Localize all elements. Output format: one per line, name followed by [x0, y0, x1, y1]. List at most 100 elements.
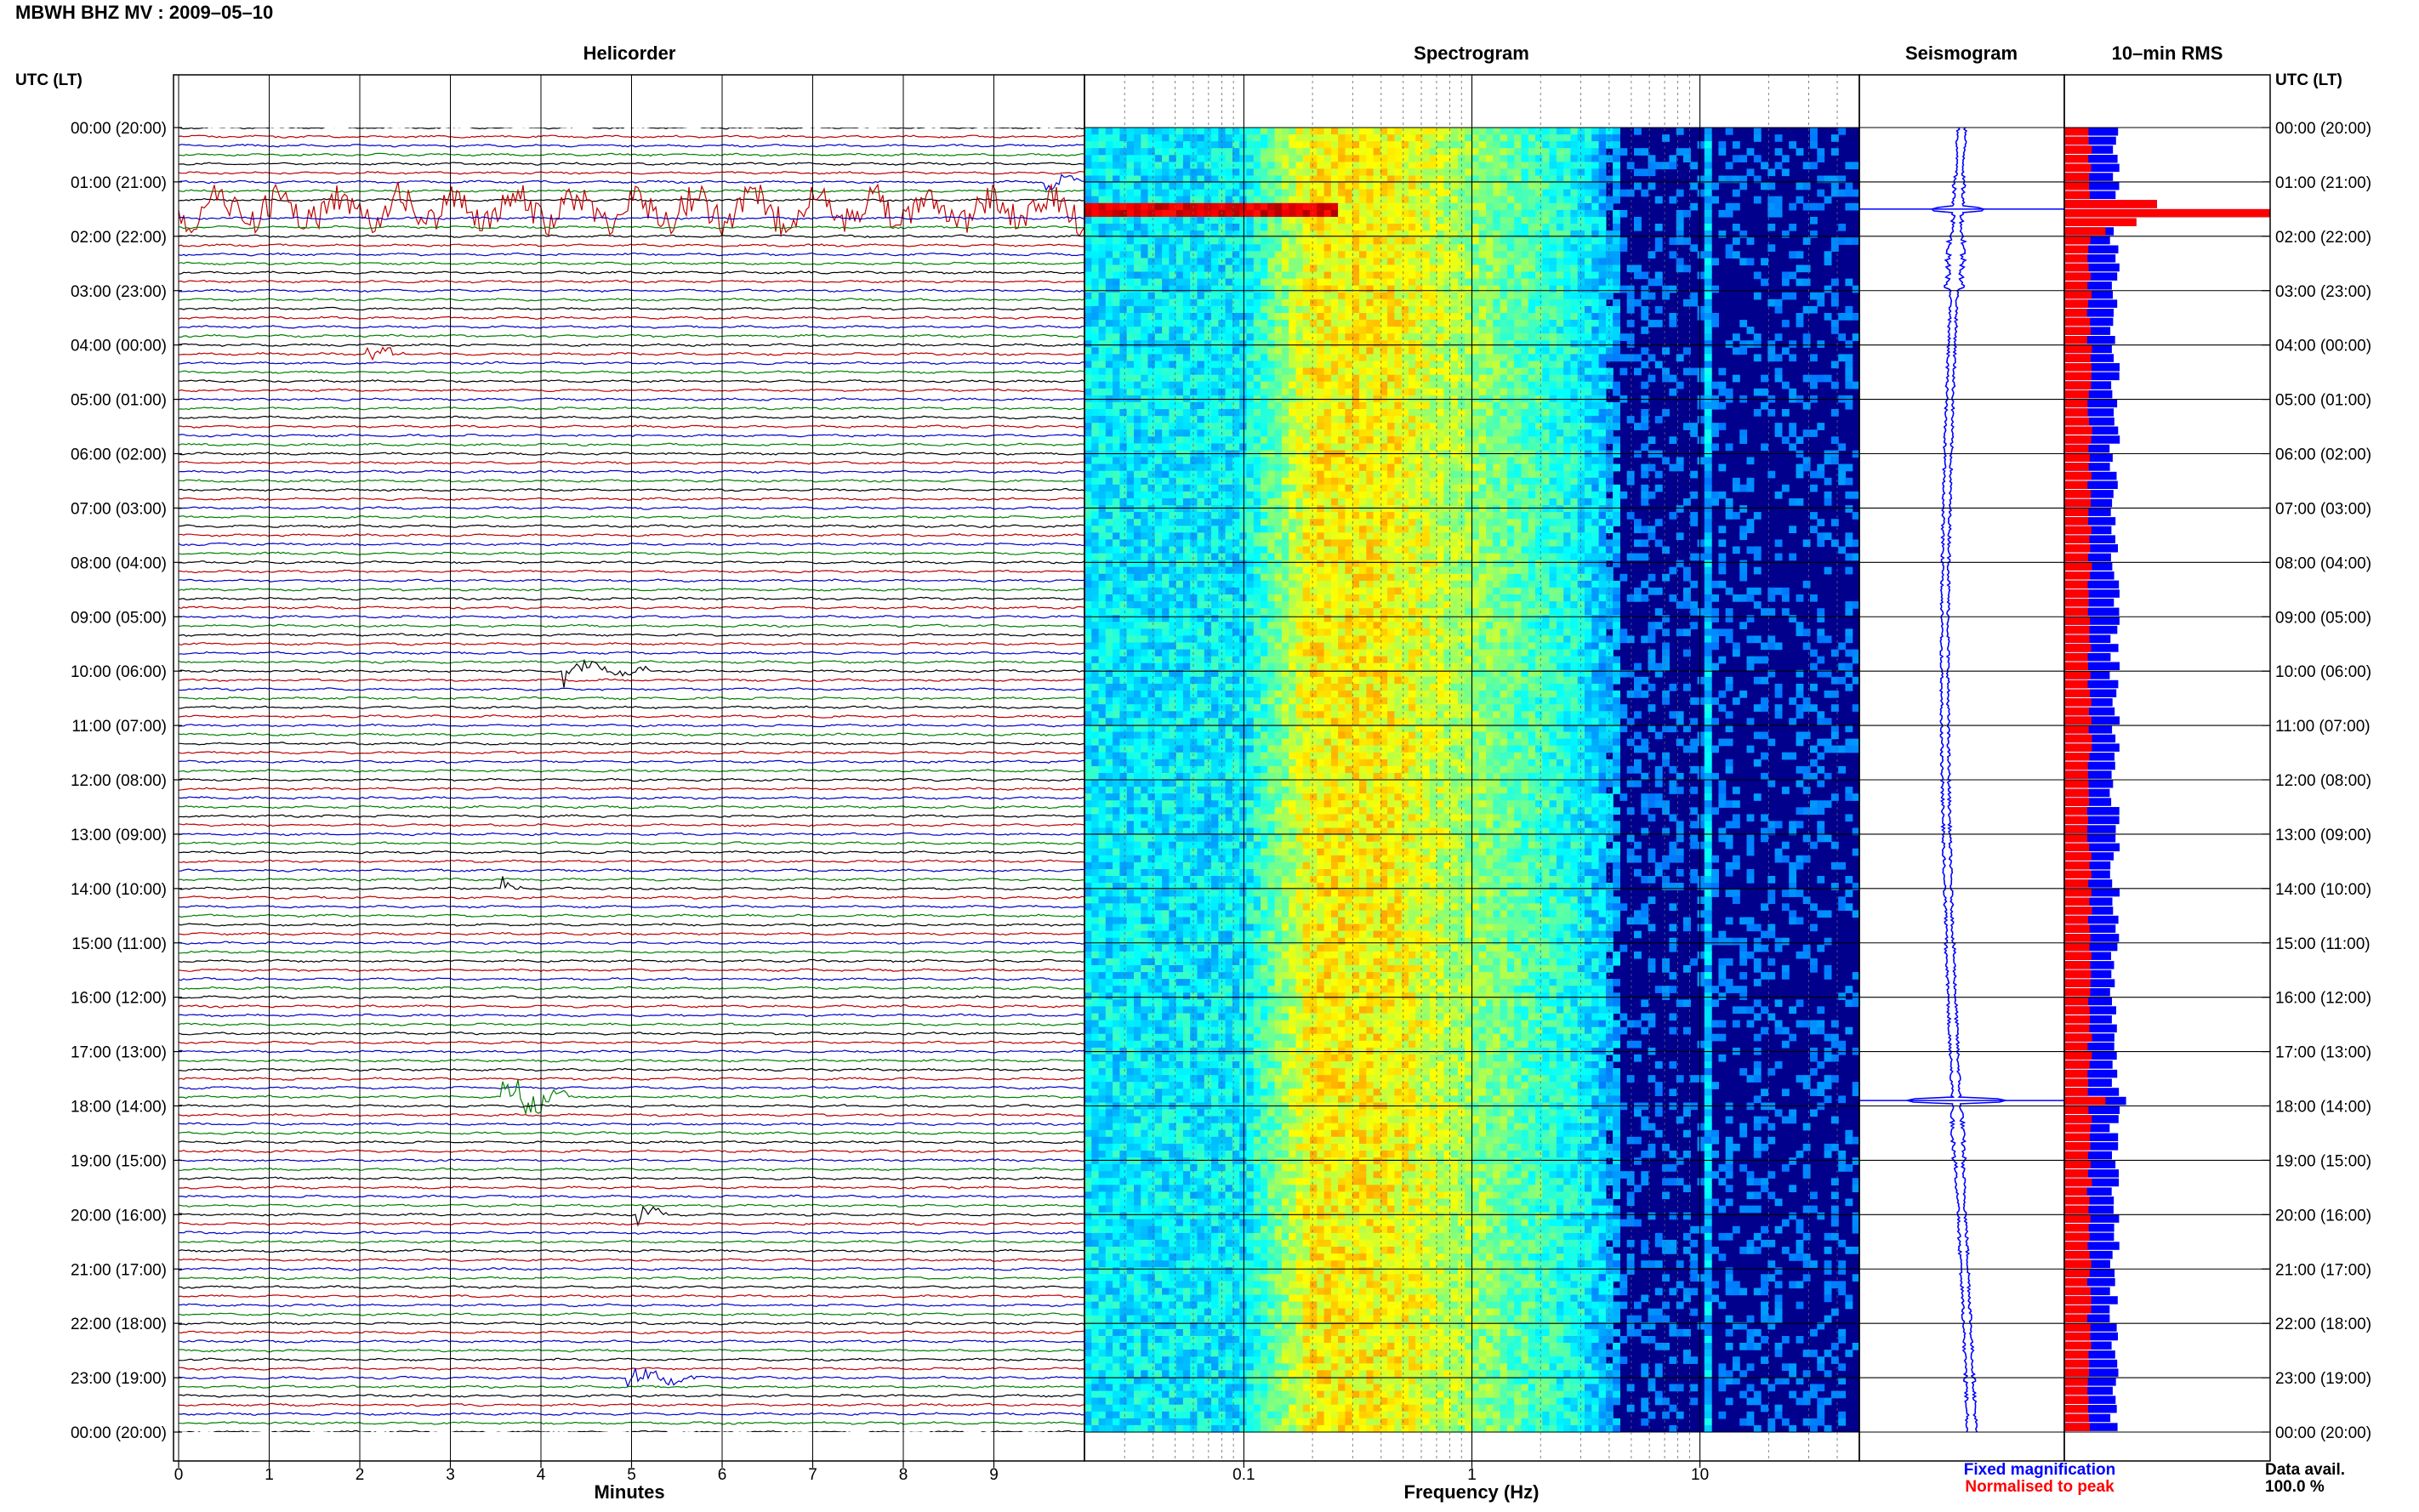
- spectrogram-cell: [1387, 224, 1395, 231]
- spectrogram-cell: [1253, 237, 1261, 245]
- spectrogram-cell: [1345, 202, 1353, 211]
- spectrogram-cell: [1774, 429, 1783, 437]
- spectrogram-cell: [1387, 354, 1395, 362]
- spectrogram-cell: [1218, 209, 1227, 218]
- spectrogram-cell: [1218, 251, 1227, 259]
- spectrogram-cell: [1437, 237, 1444, 245]
- spectrogram-cell: [1239, 128, 1248, 135]
- spectrogram-cell: [1141, 196, 1149, 204]
- spectrogram-cell: [1352, 463, 1360, 472]
- spectrogram-cell: [1302, 264, 1311, 273]
- spectrogram-cell: [1415, 512, 1424, 520]
- spectrogram-cell: [1134, 401, 1141, 410]
- spectrogram-cell: [1380, 271, 1388, 280]
- spectrogram-cell: [1429, 374, 1437, 383]
- spectrogram-cell: [1317, 340, 1325, 348]
- spectrogram-cell: [1585, 292, 1592, 300]
- spectrogram-cell: [1098, 498, 1107, 506]
- spectrogram-cell: [1330, 202, 1339, 211]
- spectrogram-cell: [1514, 298, 1523, 307]
- spectrogram-cell: [1506, 519, 1515, 526]
- spectrogram-cell: [1506, 196, 1515, 204]
- spectrogram-cell: [1542, 155, 1551, 162]
- spectrogram-cell: [1471, 298, 1480, 307]
- spectrogram-cell: [1830, 519, 1839, 526]
- spectrogram-cell: [1542, 519, 1551, 526]
- spectrogram-cell: [1169, 429, 1177, 437]
- spectrogram-cell: [1113, 429, 1120, 437]
- spectrogram-cell: [1591, 271, 1600, 280]
- spectrogram-cell: [1457, 401, 1466, 410]
- spectrogram-cell: [1239, 189, 1248, 197]
- spectrogram-cell: [1147, 182, 1156, 190]
- spectrogram-cell: [1450, 298, 1459, 307]
- spectrogram-cell: [1556, 505, 1564, 513]
- spectrogram-cell: [1141, 258, 1149, 266]
- spectrogram-cell: [1845, 305, 1853, 314]
- spectrogram-cell: [1225, 505, 1233, 513]
- spectrogram-cell: [1450, 244, 1459, 252]
- spectrogram-cell: [1162, 209, 1170, 218]
- spectrogram-cell: [1373, 340, 1381, 348]
- spectrogram-cell: [1528, 244, 1536, 252]
- spectrogram-cell: [1506, 148, 1515, 156]
- spectrogram-cell: [1725, 209, 1733, 218]
- spectrogram-cell: [1302, 141, 1311, 149]
- spectrogram-cell: [1091, 367, 1100, 376]
- spectrogram-cell: [1225, 340, 1233, 348]
- spectrogram-cell: [1409, 168, 1416, 177]
- spectrogram-cell: [1465, 189, 1473, 197]
- spectrogram-cell: [1598, 505, 1607, 513]
- spectrogram-cell: [1105, 244, 1113, 252]
- spectrogram-cell: [1450, 333, 1459, 341]
- spectrogram-cell: [1162, 271, 1170, 280]
- spectrogram-cell: [1295, 175, 1304, 184]
- spectrogram-cell: [1169, 285, 1177, 293]
- spectrogram-cell: [1535, 182, 1543, 190]
- spectrogram-cell: [1182, 443, 1191, 452]
- spectrogram-cell: [1704, 305, 1712, 314]
- spectrogram-cell: [1162, 168, 1170, 177]
- helicorder-title: Helicorder: [583, 43, 676, 64]
- spectrogram-cell: [1274, 237, 1283, 245]
- spectrogram-cell: [1711, 196, 1719, 204]
- spectrogram-cell: [1570, 463, 1579, 472]
- spectrogram-cell: [1246, 436, 1255, 444]
- spectrogram-cell: [1302, 381, 1311, 389]
- spectrogram-cell: [1330, 168, 1339, 177]
- spectrogram-cell: [1084, 532, 1092, 540]
- spectrogram-cell: [1162, 264, 1170, 273]
- spectrogram-cell: [1409, 374, 1416, 383]
- spectrogram-cell: [1119, 340, 1128, 348]
- spectrogram-cell: [1478, 484, 1487, 492]
- spectrogram-cell: [1352, 230, 1360, 238]
- spectrogram-cell: [1126, 189, 1135, 197]
- spectrogram-cell: [1732, 374, 1740, 383]
- spectrogram-cell: [1585, 162, 1592, 170]
- spectrogram-cell: [1486, 285, 1494, 293]
- spectrogram-cell: [1274, 477, 1283, 486]
- spectrogram-cell: [1232, 401, 1240, 410]
- spectrogram-cell: [1830, 148, 1839, 156]
- spectrogram-cell: [1190, 327, 1198, 334]
- spectrogram-cell: [1154, 381, 1163, 389]
- spectrogram-cell: [1317, 409, 1325, 417]
- spectrogram-cell: [1619, 209, 1628, 218]
- spectrogram-cell: [1422, 401, 1431, 410]
- spectrogram-cell: [1605, 305, 1614, 314]
- spectrogram-cell: [1281, 327, 1289, 334]
- spectrogram-cell: [1366, 141, 1375, 149]
- spectrogram-cell: [1429, 264, 1437, 273]
- spectrogram-cell: [1542, 436, 1551, 444]
- spectrogram-cell: [1443, 196, 1452, 204]
- spectrogram-cell: [1119, 182, 1128, 190]
- spectrogram-cell: [1141, 470, 1149, 479]
- spectrogram-cell: [1359, 285, 1367, 293]
- spectrogram-cell: [1570, 470, 1579, 479]
- spectrogram-cell: [1091, 189, 1100, 197]
- spectrogram-cell: [1147, 202, 1156, 211]
- spectrogram-cell: [1232, 423, 1240, 430]
- spectrogram-cell: [1352, 162, 1360, 170]
- spectrogram-cell: [1549, 162, 1557, 170]
- spectrogram-cell: [1409, 202, 1416, 211]
